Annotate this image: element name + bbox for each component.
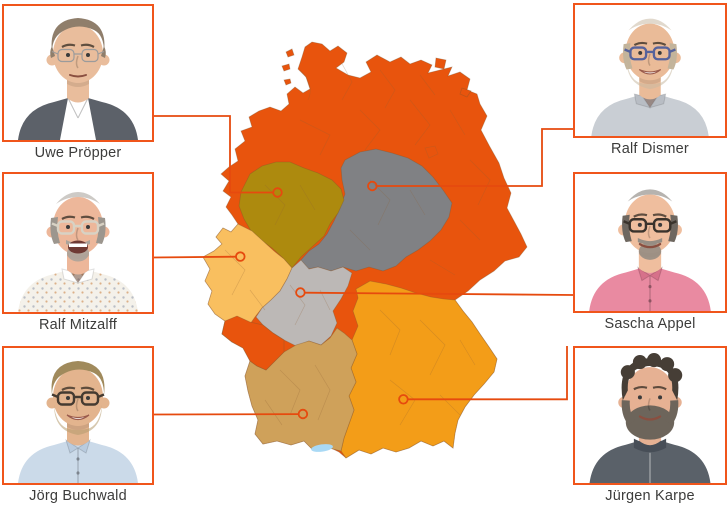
map-marker-joerg-buchwald (297, 408, 309, 420)
portrait-juergen-karpe (575, 348, 725, 483)
map-marker-uwe-proepper (272, 187, 283, 198)
region-baden-wuerttemberg (244, 327, 358, 452)
map-marker-juergen-karpe (398, 394, 409, 405)
person-name: Ralf Dismer (611, 141, 689, 157)
portrait-photo (589, 189, 711, 311)
connector-ralf-dismer (376, 128, 573, 187)
person-card-joerg-buchwald: Jörg Buchwald (2, 346, 154, 504)
portrait-photo (18, 361, 138, 483)
person-card-uwe-proepper: Uwe Pröpper (2, 4, 154, 161)
portrait-photo (18, 18, 138, 140)
portrait-ralf-mitzalff (4, 174, 152, 312)
portrait-photo (591, 18, 709, 136)
region-lower-saxony-west (238, 161, 345, 269)
person-name: Ralf Mitzalff (38, 317, 118, 333)
lake-constance (311, 444, 333, 452)
region-central-east (299, 148, 453, 272)
person-card-juergen-karpe: Jürgen Karpe (573, 346, 727, 504)
map-marker-ralf-dismer (367, 180, 378, 192)
portrait-photo (589, 353, 711, 483)
person-card-ralf-dismer: Ralf Dismer (573, 3, 727, 157)
region-saar-palatinate (221, 315, 285, 371)
portrait-sascha-appel (575, 174, 725, 311)
person-card-ralf-mitzalff: Ralf Mitzalff (2, 172, 154, 333)
portrait-ralf-dismer (575, 5, 725, 136)
portrait-uwe-proepper (4, 6, 152, 140)
person-name: Jürgen Karpe (605, 488, 695, 504)
person-name: Sascha Appel (604, 316, 696, 332)
connector-juergen-karpe (407, 346, 568, 401)
person-name: Uwe Pröpper (34, 145, 122, 161)
person-card-sascha-appel: Sascha Appel (573, 172, 727, 332)
portrait-joerg-buchwald (4, 348, 152, 483)
portrait-photo (18, 192, 138, 312)
map-marker-ralf-mitzalff (235, 251, 246, 262)
region-hesse-central (255, 259, 353, 347)
region-bavaria (340, 280, 498, 459)
connector-lines (151, 115, 574, 420)
connector-ralf-mitzalff (151, 255, 236, 259)
map-marker-sascha-appel (295, 287, 306, 298)
connector-sascha-appel (304, 291, 574, 296)
person-name: Jörg Buchwald (29, 488, 127, 504)
connector-uwe-proepper (152, 115, 273, 194)
